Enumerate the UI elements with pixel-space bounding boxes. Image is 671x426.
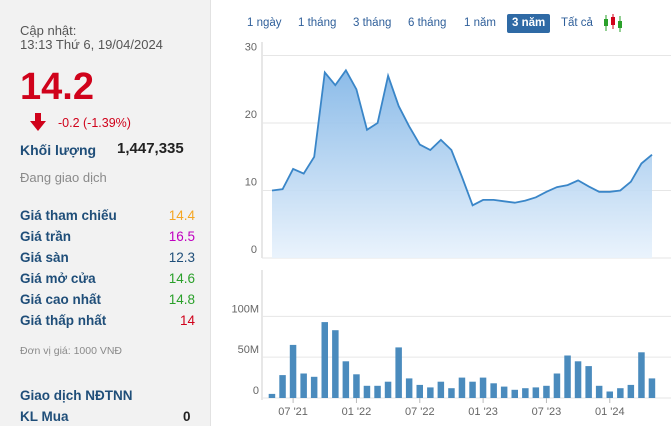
volume-bar	[479, 377, 487, 398]
stat-ceiling-price: Giá trần 16.5	[20, 229, 195, 244]
volume-bar	[363, 385, 371, 399]
volume-bar	[332, 330, 339, 398]
volume-bar	[469, 381, 476, 398]
volume-bar	[437, 381, 445, 398]
x-tick-label: 07 '21	[278, 406, 308, 418]
stat-floor-price: Giá sàn 12.3	[20, 250, 195, 265]
x-tick-label: 07 '23	[532, 406, 562, 418]
volume-bar	[648, 378, 656, 398]
stat-reference-price: Giá tham chiếu 14.4	[20, 208, 195, 223]
volume-bar	[564, 355, 571, 398]
stat-label: Giá sàn	[20, 250, 69, 265]
volume-bar	[585, 366, 592, 398]
stat-label: Giá tham chiếu	[20, 208, 117, 223]
tab-all[interactable]: Tất cả	[561, 17, 593, 29]
volume-y-tick-label: 0	[253, 385, 259, 397]
volume-bar	[300, 373, 307, 398]
volume-bar	[374, 385, 381, 399]
stat-label: Giá thấp nhất	[20, 313, 107, 328]
current-price: 14.2	[20, 66, 94, 108]
volume-bar	[522, 388, 529, 398]
volume-bar	[342, 361, 350, 399]
stat-label: Giá cao nhất	[20, 292, 102, 307]
volume-bar	[553, 373, 561, 398]
candlestick-icon[interactable]	[603, 13, 623, 33]
volume-bar	[405, 378, 413, 398]
stat-value: 14	[179, 313, 195, 328]
volume-bar	[595, 385, 603, 399]
stat-value: 16.5	[168, 229, 195, 244]
trading-status: Đang giao dịch	[20, 170, 107, 185]
quote-panel: Cập nhật: 13:13 Thứ 6, 19/04/2024 14.2 -…	[0, 0, 211, 426]
volume-label: Khối lượng	[20, 142, 97, 158]
volume-bar	[268, 393, 276, 398]
price-unit-note: Đơn vị giá: 1000 VNĐ	[20, 345, 123, 357]
foreign-trading-title: Giao dịch NĐTNN	[20, 388, 133, 403]
price-y-tick-label: 0	[251, 244, 257, 256]
stat-value: 14.4	[168, 208, 195, 223]
volume-bar	[574, 361, 582, 399]
tab-1-day[interactable]: 1 ngày	[247, 17, 282, 29]
stat-label: Giá trần	[20, 229, 72, 244]
price-y-tick-label: 20	[245, 109, 257, 121]
update-label: Cập nhật:	[20, 23, 77, 38]
volume-y-tick-label: 100M	[231, 303, 259, 315]
volume-bar	[500, 386, 508, 398]
stat-open-price: Giá mở cửa 14.6	[20, 271, 195, 286]
x-tick-label: 07 '22	[405, 406, 435, 418]
tab-3-months[interactable]: 3 tháng	[353, 17, 392, 29]
volume-bar	[458, 377, 466, 398]
volume-bar	[511, 389, 518, 398]
volume-bar	[627, 384, 635, 398]
volume-bar	[289, 344, 297, 398]
stat-value: 14.6	[168, 271, 195, 286]
update-timestamp: 13:13 Thứ 6, 19/04/2024	[20, 37, 163, 52]
volume-bar	[279, 375, 286, 398]
volume-bar	[606, 391, 613, 398]
price-change: -0.2 (-1.39%)	[58, 116, 131, 130]
volume-bar	[638, 352, 645, 398]
price-area-fill	[272, 70, 652, 258]
foreign-buy-label: KL Mua	[20, 409, 69, 424]
price-line	[271, 68, 653, 207]
volume-bar	[395, 347, 402, 398]
down-arrow-icon	[30, 113, 46, 131]
stat-label: Giá mở cửa	[20, 271, 96, 286]
stat-low-price: Giá thấp nhất 14	[20, 313, 195, 328]
volume-y-tick-label: 50M	[238, 344, 259, 356]
volume-bar	[490, 383, 497, 398]
x-tick-label: 01 '22	[342, 406, 372, 418]
volume-bar	[384, 381, 392, 398]
volume-bar	[321, 322, 328, 398]
volume-value: 1,447,335	[117, 140, 184, 157]
foreign-buy-value: 0	[183, 409, 191, 424]
x-tick-label: 01 '23	[468, 406, 498, 418]
tab-1-year[interactable]: 1 năm	[464, 17, 496, 29]
volume-bar	[543, 385, 550, 399]
volume-bar	[427, 387, 434, 398]
price-y-tick-label: 30	[245, 42, 257, 54]
volume-bar	[416, 384, 423, 398]
tab-1-month[interactable]: 1 tháng	[298, 17, 337, 29]
stat-value: 14.8	[168, 292, 195, 307]
volume-bar	[353, 374, 360, 398]
volume-bar	[617, 388, 624, 398]
stat-value: 12.3	[168, 250, 195, 265]
volume-bar	[310, 376, 318, 398]
volume-bar	[532, 387, 540, 398]
tab-6-months[interactable]: 6 tháng	[408, 17, 447, 29]
volume-bar	[448, 388, 455, 398]
tab-3-years[interactable]: 3 năm	[507, 14, 551, 33]
stat-high-price: Giá cao nhất 14.8	[20, 292, 195, 307]
x-tick-label: 01 '24	[595, 406, 625, 418]
price-y-tick-label: 10	[245, 177, 257, 189]
